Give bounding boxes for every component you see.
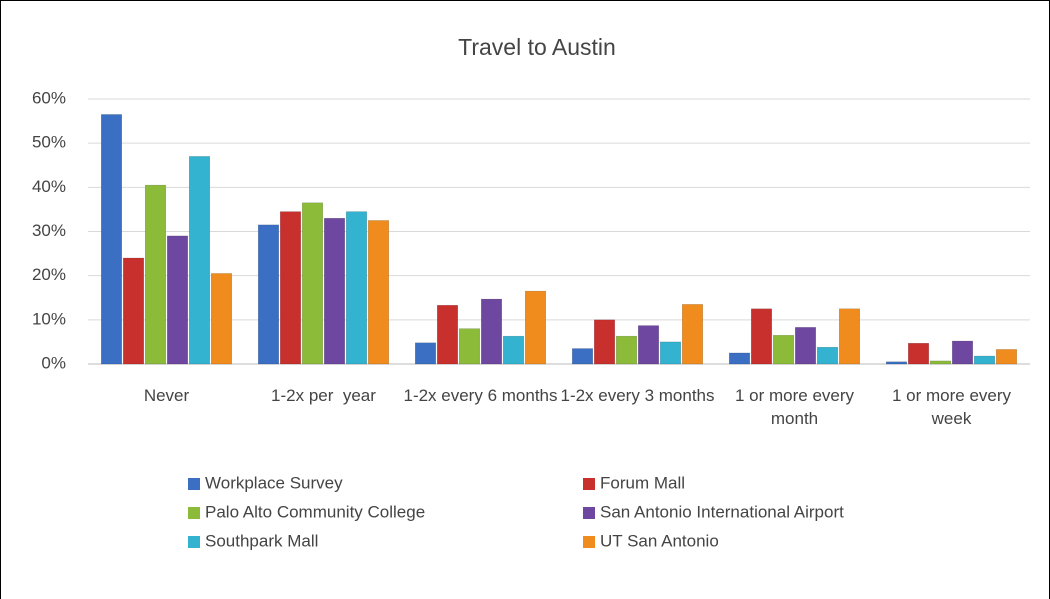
x-tick-label: 1-2x per year — [271, 386, 376, 405]
bar — [930, 360, 951, 365]
bar — [660, 341, 681, 365]
legend-swatch — [583, 536, 595, 548]
bar — [638, 325, 659, 365]
bar — [346, 211, 367, 365]
bar — [258, 224, 279, 365]
bar — [280, 211, 301, 365]
bar — [525, 290, 546, 365]
x-tick-label: 1-2x every 3 months — [560, 386, 715, 405]
bar — [616, 335, 637, 365]
bar — [368, 220, 389, 365]
y-tick-label: 40% — [32, 177, 66, 196]
bar — [773, 335, 794, 365]
bar — [996, 349, 1017, 365]
x-tick-label: Never — [143, 386, 190, 405]
legend-swatch — [583, 507, 595, 519]
y-tick-label: 10% — [32, 309, 66, 328]
bar — [481, 298, 502, 365]
bar — [101, 114, 122, 365]
bar — [437, 305, 458, 365]
chart-title: Travel to Austin — [458, 34, 616, 60]
bar — [908, 342, 929, 365]
bar — [459, 328, 480, 365]
bar — [886, 361, 907, 365]
bar — [189, 156, 210, 365]
legend-swatch — [188, 536, 200, 548]
y-tick-label: 60% — [32, 88, 66, 107]
bar — [839, 308, 860, 365]
bar — [572, 348, 593, 365]
bar — [123, 257, 144, 365]
y-tick-label: 20% — [32, 265, 66, 284]
bar — [594, 319, 615, 365]
legend-label: Forum Mall — [600, 473, 685, 492]
legend-swatch — [188, 478, 200, 490]
bar — [974, 355, 995, 365]
bar — [795, 327, 816, 365]
y-tick-label: 50% — [32, 133, 66, 152]
legend-label: Southpark Mall — [205, 531, 318, 550]
bar — [145, 184, 166, 365]
legend-label: UT San Antonio — [600, 531, 719, 550]
legend-label: Workplace Survey — [205, 473, 343, 492]
bar — [167, 235, 188, 365]
bar — [729, 352, 750, 365]
y-tick-label: 0% — [41, 353, 66, 372]
bar — [817, 346, 838, 365]
legend-swatch — [188, 507, 200, 519]
bar — [503, 335, 524, 365]
x-tick-label: 1-2x every 6 months — [403, 386, 558, 405]
bar — [324, 218, 345, 365]
bar — [302, 202, 323, 365]
y-tick-label: 30% — [32, 221, 66, 240]
legend-label: San Antonio International Airport — [600, 502, 844, 521]
legend-label: Palo Alto Community College — [205, 502, 425, 521]
bar — [751, 308, 772, 365]
x-tick-label: 1 or more every month — [734, 386, 859, 428]
bar — [682, 304, 703, 365]
bar — [952, 340, 973, 365]
x-tick-label: 1 or more every week — [891, 386, 1016, 428]
legend-swatch — [583, 478, 595, 490]
bar — [211, 273, 232, 365]
bar — [415, 342, 436, 365]
